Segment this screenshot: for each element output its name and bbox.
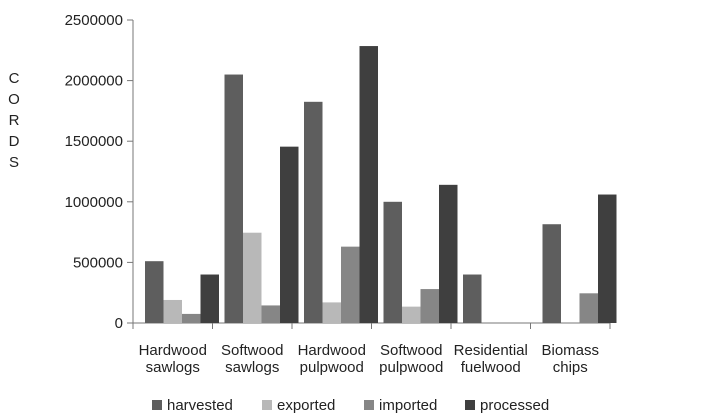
legend-swatch-exported <box>262 400 272 410</box>
bar-processed <box>280 146 299 323</box>
y-tick-label: 0 <box>115 315 123 332</box>
y-axis-label-letter: R <box>9 112 20 129</box>
bar-harvested <box>145 261 164 323</box>
legend-label-processed: processed <box>480 397 549 414</box>
bar-imported <box>341 246 360 323</box>
bar-harvested <box>463 274 482 323</box>
bar-processed <box>200 274 219 323</box>
bar-imported <box>182 313 201 323</box>
bar-harvested <box>542 224 561 323</box>
bar-harvested <box>224 74 243 323</box>
y-tick-label: 500000 <box>73 254 123 271</box>
y-tick-label: 2500000 <box>65 12 123 29</box>
x-tick-label: Residential fuelwood <box>454 342 528 376</box>
y-axis-ticks: 0 500000 1000000 1500000 2000000 2500000 <box>65 12 133 332</box>
bar-imported <box>420 289 439 323</box>
bar-processed <box>598 194 617 323</box>
bar-processed <box>439 184 458 323</box>
bars <box>145 46 617 324</box>
bar-imported <box>579 293 598 323</box>
y-tick-label: 2000000 <box>65 73 123 90</box>
legend-swatch-imported <box>364 400 374 410</box>
y-axis-label-letter: S <box>9 154 19 171</box>
bar-exported <box>402 306 421 323</box>
x-tick-label: Softwood pulpwood <box>379 342 443 376</box>
legend-label-harvested: harvested <box>167 397 233 414</box>
y-tick-label: 1500000 <box>65 133 123 150</box>
y-tick-label: 1000000 <box>65 194 123 211</box>
legend-swatch-harvested <box>152 400 162 410</box>
bar-exported <box>243 232 262 323</box>
x-tick-label: Softwood sawlogs <box>221 342 284 376</box>
legend-label-imported: imported <box>379 397 437 414</box>
bar-harvested <box>304 101 323 323</box>
x-tick-label: Biomass chips <box>541 342 599 376</box>
x-tick-label: Hardwood pulpwood <box>298 342 366 376</box>
legend: harvested exported imported processed <box>152 397 549 414</box>
legend-swatch-processed <box>465 400 475 410</box>
bar-exported <box>322 302 341 323</box>
x-tick-label: Hardwood sawlogs <box>139 342 207 376</box>
bar-exported <box>163 299 182 323</box>
bar-harvested <box>383 201 402 323</box>
y-axis-label-letter: D <box>9 133 20 150</box>
x-axis-ticks: Hardwood sawlogs Softwood sawlogs Hardwood pu… <box>139 342 599 376</box>
y-axis-label-letter: C <box>9 70 20 87</box>
y-axis-label-letter: O <box>8 91 20 108</box>
bar-processed <box>359 46 378 324</box>
bar-imported <box>261 305 280 323</box>
legend-label-exported: exported <box>277 397 335 414</box>
